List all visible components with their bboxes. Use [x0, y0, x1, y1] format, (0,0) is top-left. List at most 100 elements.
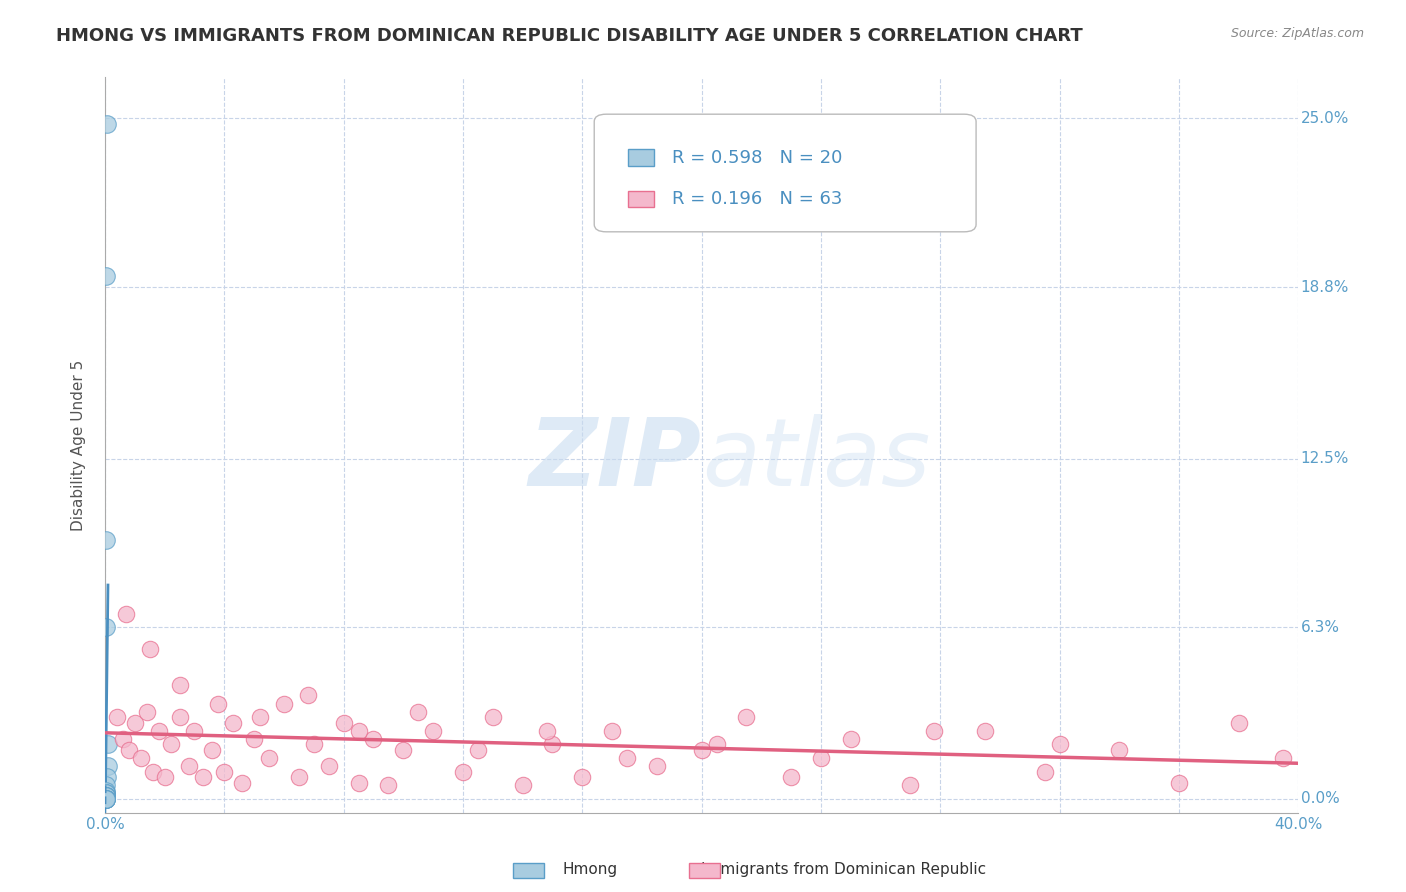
Point — [318, 759, 340, 773]
Text: 6.3%: 6.3% — [1301, 620, 1340, 635]
Point — [207, 697, 229, 711]
Point — [347, 723, 370, 738]
Point — [111, 732, 134, 747]
Point — [159, 738, 181, 752]
Point — [541, 738, 564, 752]
Point — [115, 607, 138, 621]
Point — [148, 723, 170, 738]
Point — [94, 789, 117, 804]
Text: HMONG VS IMMIGRANTS FROM DOMINICAN REPUBLIC DISABILITY AGE UNDER 5 CORRELATION C: HMONG VS IMMIGRANTS FROM DOMINICAN REPUB… — [56, 27, 1083, 45]
Text: R = 0.598   N = 20: R = 0.598 N = 20 — [672, 149, 842, 167]
Text: atlas: atlas — [702, 414, 929, 505]
Point — [735, 710, 758, 724]
Point — [482, 710, 505, 724]
Point — [839, 732, 862, 747]
Point — [169, 677, 191, 691]
Point — [451, 764, 474, 779]
Text: 12.5%: 12.5% — [1301, 451, 1348, 467]
Point — [1108, 743, 1130, 757]
Point — [129, 751, 152, 765]
Point — [94, 792, 117, 806]
Point — [118, 743, 141, 757]
Point — [96, 787, 118, 801]
Text: Hmong: Hmong — [562, 863, 619, 877]
Point — [512, 778, 534, 792]
Point — [780, 770, 803, 784]
Point — [810, 751, 832, 765]
Text: 18.8%: 18.8% — [1301, 279, 1348, 294]
Text: 0.0%: 0.0% — [1301, 791, 1340, 806]
Point — [288, 770, 311, 784]
Point — [105, 710, 128, 724]
Point — [302, 738, 325, 752]
Point — [924, 723, 946, 738]
Point — [332, 715, 354, 730]
Point — [467, 743, 489, 757]
Point — [974, 723, 997, 738]
Point — [94, 792, 117, 806]
Point — [94, 789, 117, 804]
Point — [297, 689, 319, 703]
Point — [249, 710, 271, 724]
Point — [1049, 738, 1071, 752]
Point — [97, 738, 120, 752]
Text: ZIP: ZIP — [529, 414, 702, 506]
Point — [97, 759, 120, 773]
Point — [142, 764, 165, 779]
Point — [96, 117, 118, 131]
Point — [96, 770, 118, 784]
Point — [616, 751, 638, 765]
Point — [201, 743, 224, 757]
Point — [96, 778, 118, 792]
Point — [406, 705, 429, 719]
Point — [94, 792, 117, 806]
Point — [363, 732, 385, 747]
Point — [231, 775, 253, 789]
Point — [96, 269, 118, 284]
Text: R = 0.196   N = 63: R = 0.196 N = 63 — [672, 190, 842, 208]
Point — [1168, 775, 1191, 789]
Point — [706, 738, 728, 752]
Y-axis label: Disability Age Under 5: Disability Age Under 5 — [72, 359, 86, 531]
Point — [273, 697, 295, 711]
Point — [96, 787, 118, 801]
Point — [1227, 715, 1250, 730]
Point — [243, 732, 266, 747]
Point — [571, 770, 593, 784]
Point — [392, 743, 415, 757]
Point — [1272, 751, 1295, 765]
Text: 25.0%: 25.0% — [1301, 111, 1348, 126]
Point — [177, 759, 200, 773]
Point — [124, 715, 146, 730]
Point — [193, 770, 215, 784]
Point — [536, 723, 558, 738]
Point — [96, 533, 118, 548]
Point — [94, 792, 117, 806]
Point — [690, 743, 713, 757]
Point — [138, 642, 160, 657]
FancyBboxPatch shape — [627, 150, 654, 166]
Point — [214, 764, 236, 779]
FancyBboxPatch shape — [627, 191, 654, 207]
Point — [1033, 764, 1056, 779]
Point — [169, 710, 191, 724]
Text: Immigrants from Dominican Republic: Immigrants from Dominican Republic — [702, 863, 986, 877]
Point — [222, 715, 245, 730]
Point — [347, 775, 370, 789]
Point — [153, 770, 176, 784]
Point — [645, 759, 668, 773]
Text: Source: ZipAtlas.com: Source: ZipAtlas.com — [1230, 27, 1364, 40]
Point — [377, 778, 399, 792]
Point — [257, 751, 280, 765]
Point — [94, 792, 117, 806]
FancyBboxPatch shape — [595, 114, 976, 232]
Point — [96, 789, 118, 804]
Point — [94, 789, 117, 804]
Point — [422, 723, 444, 738]
Point — [600, 723, 623, 738]
Point — [183, 723, 205, 738]
Point — [135, 705, 157, 719]
Point — [900, 778, 922, 792]
Point — [96, 620, 118, 634]
Point — [96, 784, 118, 798]
